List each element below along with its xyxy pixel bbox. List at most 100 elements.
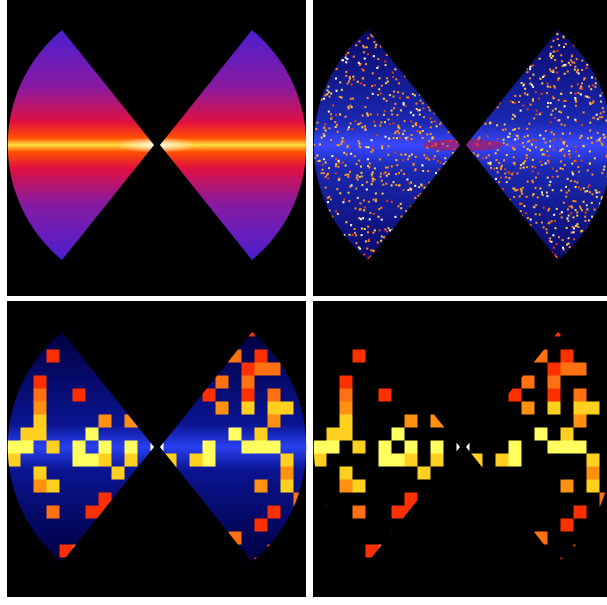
speckle <box>326 89 329 92</box>
cell <box>534 427 548 441</box>
speckle <box>367 165 369 167</box>
speckle <box>541 191 543 194</box>
speckle <box>397 91 400 94</box>
cell <box>7 453 21 467</box>
speckle <box>525 154 528 156</box>
speckle <box>350 184 353 187</box>
speckle <box>579 136 582 139</box>
speckle <box>529 103 532 106</box>
speckle <box>404 105 407 107</box>
speckle <box>418 130 421 133</box>
bowtie-field <box>7 30 307 260</box>
speckle <box>406 178 409 181</box>
speckle <box>561 65 564 68</box>
speckle <box>322 158 325 161</box>
speckle <box>601 91 604 94</box>
speckle <box>386 199 388 202</box>
speckle <box>528 139 531 142</box>
cell <box>560 349 574 363</box>
speckle <box>373 229 376 232</box>
speckle <box>541 153 544 156</box>
cell <box>573 401 587 415</box>
speckle <box>549 54 552 57</box>
speckle <box>362 217 365 220</box>
speckle <box>546 150 549 152</box>
speckle <box>557 99 560 102</box>
speckle <box>410 134 413 136</box>
cell <box>573 414 587 428</box>
speckle <box>569 91 572 94</box>
speckle <box>602 110 605 113</box>
speckle <box>493 167 496 170</box>
cell <box>573 388 587 402</box>
speckle <box>576 69 579 72</box>
cell <box>378 440 392 454</box>
speckle <box>558 110 561 113</box>
speckle <box>359 165 362 168</box>
speckle <box>546 85 549 88</box>
speckle <box>582 111 585 114</box>
speckle <box>365 240 367 243</box>
speckle <box>355 163 358 166</box>
speckle <box>384 60 387 63</box>
speckle <box>547 101 549 104</box>
speckle <box>345 74 348 77</box>
speckle <box>531 170 534 173</box>
cell <box>573 440 587 454</box>
cell <box>215 401 229 415</box>
speckle <box>565 195 568 198</box>
speckle <box>526 71 529 74</box>
speckle <box>567 61 570 64</box>
speckle <box>545 228 548 231</box>
speckle <box>535 139 538 142</box>
speckle <box>335 158 338 161</box>
speckle <box>360 208 363 211</box>
speckle <box>403 129 406 132</box>
cell <box>586 453 600 467</box>
speckle <box>433 120 436 123</box>
speckle <box>560 123 563 126</box>
cell <box>547 375 561 389</box>
speckle <box>406 139 409 141</box>
speckle <box>589 103 592 106</box>
speckle <box>519 109 522 112</box>
speckle <box>574 186 577 188</box>
speckle <box>523 92 526 95</box>
speckle <box>402 133 405 136</box>
speckle <box>547 209 550 212</box>
speckle <box>365 46 368 49</box>
speckle <box>513 148 516 151</box>
cell <box>98 414 112 428</box>
speckle <box>590 136 593 139</box>
speckle <box>387 153 390 156</box>
speckle <box>371 180 374 183</box>
speckle <box>375 198 377 201</box>
cell <box>215 375 229 389</box>
speckle <box>421 130 424 132</box>
speckle <box>592 116 595 119</box>
speckle <box>586 190 589 193</box>
speckle <box>321 168 324 171</box>
speckle <box>602 168 605 171</box>
speckle <box>531 179 534 182</box>
speckle <box>348 233 351 236</box>
speckle <box>552 55 554 58</box>
speckle <box>580 134 583 137</box>
speckle <box>592 100 595 103</box>
speckle <box>565 226 568 229</box>
cell <box>391 427 405 441</box>
speckle <box>423 186 426 189</box>
speckle <box>489 122 492 125</box>
speckle <box>571 206 574 209</box>
speckle <box>343 234 346 236</box>
cell <box>85 427 99 441</box>
speckle <box>367 240 370 242</box>
speckle <box>502 138 505 141</box>
cell <box>339 375 353 389</box>
speckle <box>410 189 413 192</box>
speckle <box>503 159 506 162</box>
speckle <box>407 96 410 99</box>
speckle <box>337 159 340 162</box>
speckle <box>577 91 580 94</box>
speckle <box>386 166 389 169</box>
